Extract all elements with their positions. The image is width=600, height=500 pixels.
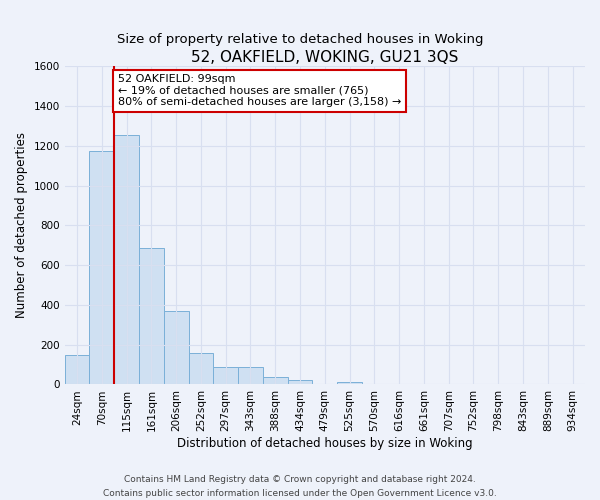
Bar xyxy=(114,135,139,384)
Bar xyxy=(263,376,287,384)
Bar xyxy=(65,354,89,384)
Bar xyxy=(164,311,188,384)
Bar xyxy=(337,382,362,384)
Bar xyxy=(287,380,313,384)
Title: 52, OAKFIELD, WOKING, GU21 3QS: 52, OAKFIELD, WOKING, GU21 3QS xyxy=(191,50,458,65)
Y-axis label: Number of detached properties: Number of detached properties xyxy=(15,132,28,318)
Bar xyxy=(139,248,164,384)
Bar xyxy=(214,366,238,384)
Text: 52 OAKFIELD: 99sqm
← 19% of detached houses are smaller (765)
80% of semi-detach: 52 OAKFIELD: 99sqm ← 19% of detached hou… xyxy=(118,74,401,108)
Bar xyxy=(89,150,114,384)
Bar xyxy=(188,352,214,384)
Bar xyxy=(238,366,263,384)
Text: Contains HM Land Registry data © Crown copyright and database right 2024.
Contai: Contains HM Land Registry data © Crown c… xyxy=(103,476,497,498)
X-axis label: Distribution of detached houses by size in Woking: Distribution of detached houses by size … xyxy=(177,437,473,450)
Text: Size of property relative to detached houses in Woking: Size of property relative to detached ho… xyxy=(117,32,483,46)
